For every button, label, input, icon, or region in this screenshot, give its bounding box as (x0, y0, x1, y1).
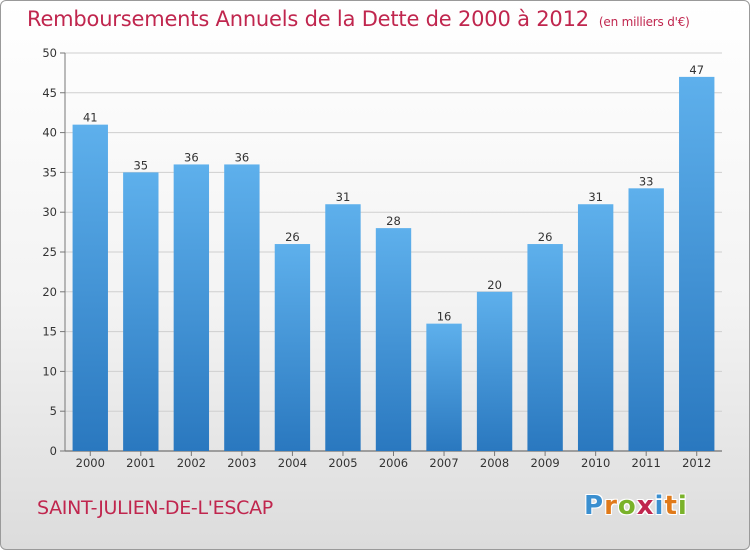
y-tick-label: 50 (42, 46, 57, 60)
bar-value-label: 47 (689, 63, 704, 77)
bar-value-label: 16 (437, 310, 452, 324)
logo-letter: t (664, 491, 678, 521)
y-tick-label: 35 (42, 165, 57, 179)
bar-value-label: 26 (285, 230, 300, 244)
bar-2006 (375, 228, 412, 451)
x-tick-label: 2003 (227, 456, 256, 470)
x-tick-label: 2005 (328, 456, 357, 470)
bar-2004 (274, 244, 311, 451)
x-tick-label: 2009 (530, 456, 559, 470)
bar-value-label: 26 (538, 230, 553, 244)
logo-letter: x (636, 491, 655, 521)
axis-layer: 0 5 10 15 20 25 30 35 40 45 50 2000 2001 2002 2003 2004… (42, 46, 711, 470)
bar-layer (72, 76, 715, 451)
y-tick-label: 45 (42, 86, 57, 100)
bar-2008 (476, 291, 513, 451)
logo-letter: r (604, 491, 618, 521)
bar-2010 (577, 204, 614, 451)
y-tick-label: 30 (42, 205, 57, 219)
bar-value-label: 35 (133, 158, 148, 172)
logo-letter: o (617, 491, 637, 521)
bar-2000 (72, 124, 108, 451)
x-tick-label: 2001 (126, 456, 155, 470)
y-tick-label: 10 (42, 364, 57, 378)
bar-value-label: 41 (83, 111, 98, 125)
bar-value-label: 20 (487, 278, 502, 292)
chart-title: Remboursements Annuels de la Dette de 20… (27, 7, 690, 31)
y-tick-label: 5 (50, 404, 57, 418)
bar-2002 (173, 164, 210, 451)
x-tick-label: 2011 (632, 456, 661, 470)
chart-subtitle: (en milliers d'€) (598, 15, 690, 29)
y-tick-label: 40 (42, 126, 57, 140)
bar-value-label: 31 (336, 190, 351, 204)
logo-letter: i (677, 491, 688, 521)
logo-letter: P (584, 491, 605, 521)
x-tick-label: 2002 (177, 456, 206, 470)
commune-name: SAINT-JULIEN-DE-L'ESCAP (37, 497, 273, 519)
y-tick-label: 15 (42, 325, 57, 339)
logo-letter: i (654, 491, 665, 521)
bar-2001 (123, 172, 159, 451)
bar-2012 (679, 76, 715, 451)
x-tick-label: 2010 (581, 456, 610, 470)
bar-2007 (426, 323, 462, 451)
bar-2009 (527, 244, 563, 451)
proxiti-logo: Proxiti (584, 491, 688, 521)
bar-value-label: 28 (386, 214, 401, 228)
chart-title-text: Remboursements Annuels de la Dette de 20… (27, 7, 589, 31)
x-tick-label: 2008 (480, 456, 509, 470)
bar-value-label: 36 (184, 150, 199, 164)
y-tick-label: 20 (42, 285, 57, 299)
bar-value-label: 36 (235, 150, 250, 164)
bar-2005 (325, 204, 361, 451)
x-tick-label: 2006 (379, 456, 408, 470)
y-tick-label: 25 (42, 245, 57, 259)
bar-value-label: 33 (639, 174, 654, 188)
bar-2011 (628, 188, 664, 451)
y-tick-label: 0 (50, 444, 57, 458)
label-layer: 41 35 36 36 26 31 28 16 20 26 31 33 47 (83, 63, 704, 324)
x-tick-label: 2000 (76, 456, 105, 470)
bar-2003 (224, 164, 260, 451)
x-tick-label: 2007 (429, 456, 458, 470)
bar-value-label: 31 (588, 190, 603, 204)
x-tick-label: 2004 (278, 456, 307, 470)
x-tick-label: 2012 (682, 456, 711, 470)
